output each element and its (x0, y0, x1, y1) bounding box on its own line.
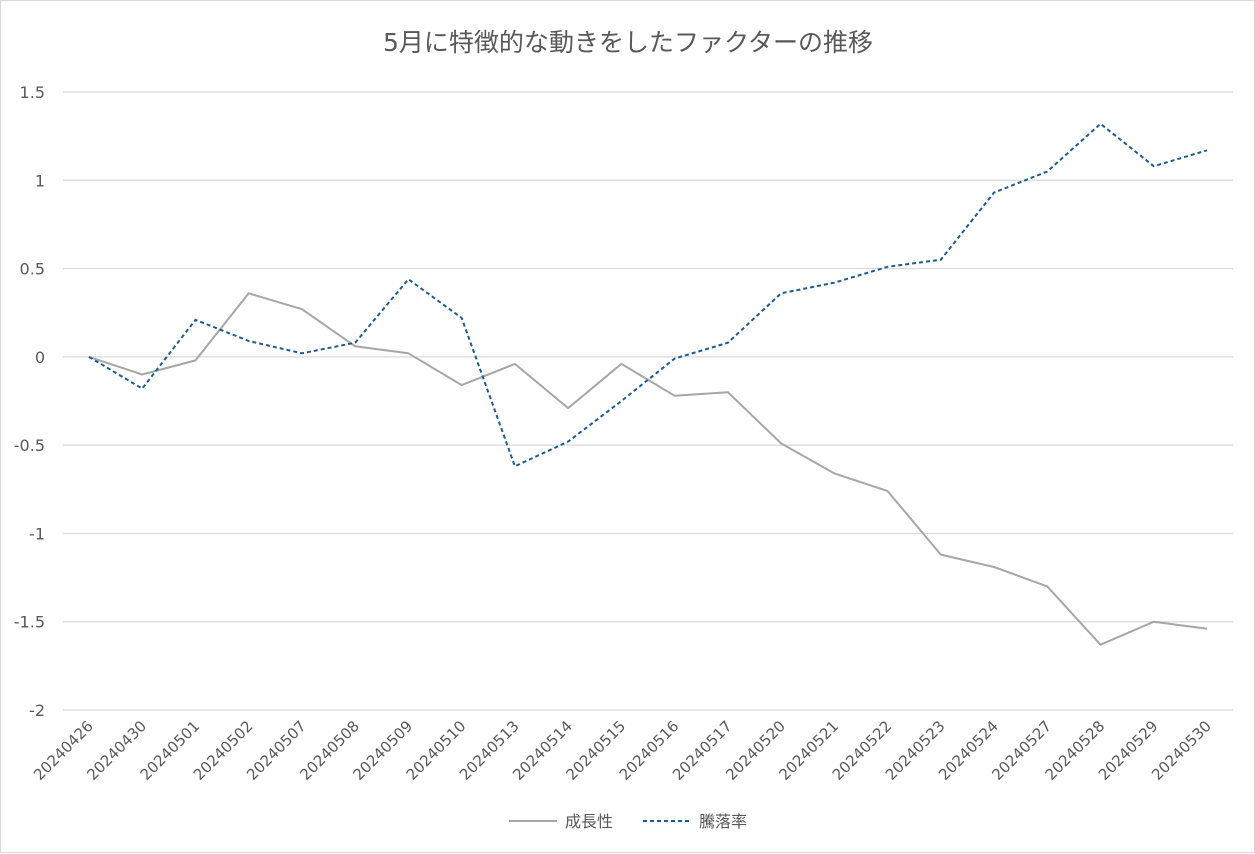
legend-label: 成長性 (565, 812, 613, 831)
y-tick-label: 1.5 (20, 83, 45, 102)
gridlines (63, 92, 1233, 710)
series-lines (89, 124, 1207, 645)
y-tick-label: -0.5 (14, 436, 45, 455)
series-line-1 (89, 293, 1207, 644)
y-tick-label: -1 (29, 524, 45, 543)
legend-label: 騰落率 (699, 812, 747, 831)
x-axis-tick-labels: 2024042620240430202405012024050220240507… (30, 717, 1215, 784)
y-tick-label: 0.5 (20, 260, 45, 279)
y-tick-label: 1 (35, 171, 45, 190)
chart-title: 5月に特徴的な動きをしたファクターの推移 (383, 28, 873, 57)
y-tick-label: -1.5 (14, 613, 45, 632)
y-tick-label: 0 (35, 348, 45, 367)
y-axis-tick-labels: 1.5 1 0.5 0 -0.5 -1 -1.5 -2 (14, 83, 45, 720)
legend: 成長性 騰落率 (509, 812, 747, 831)
y-tick-label: -2 (29, 701, 45, 720)
